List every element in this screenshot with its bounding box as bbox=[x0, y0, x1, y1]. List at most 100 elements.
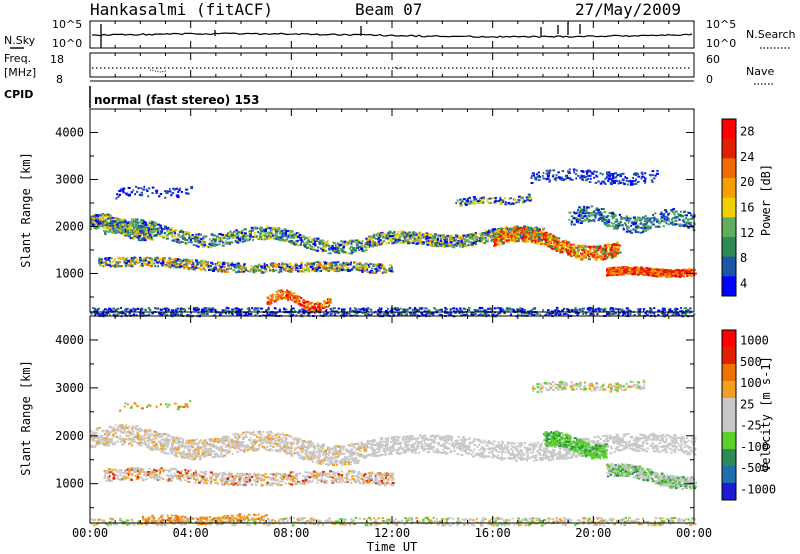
range-cell bbox=[429, 233, 432, 236]
range-cell bbox=[421, 314, 425, 317]
range-cell bbox=[582, 312, 585, 315]
range-cell bbox=[173, 266, 175, 269]
range-cell bbox=[286, 265, 289, 268]
range-cell bbox=[267, 266, 270, 269]
range-cell bbox=[576, 254, 579, 257]
range-cell bbox=[638, 310, 641, 313]
range-cell bbox=[467, 306, 471, 309]
range-cell bbox=[150, 228, 153, 231]
range-cell bbox=[111, 264, 114, 267]
range-cell bbox=[241, 268, 243, 271]
range-cell bbox=[575, 246, 579, 249]
range-cell bbox=[530, 239, 533, 242]
range-cell bbox=[394, 240, 397, 243]
range-cell bbox=[459, 309, 462, 312]
range-cell bbox=[334, 261, 338, 264]
range-cell bbox=[140, 218, 143, 221]
range-cell bbox=[378, 266, 382, 269]
range-cell bbox=[590, 312, 593, 315]
range-cell bbox=[113, 231, 117, 234]
range-cell bbox=[336, 248, 340, 251]
range-cell bbox=[396, 314, 399, 317]
range-cell bbox=[315, 261, 318, 264]
range-cell bbox=[155, 234, 158, 237]
range-cell bbox=[98, 223, 102, 226]
range-cell bbox=[324, 264, 327, 267]
range-cell bbox=[271, 293, 274, 296]
range-cell bbox=[172, 264, 176, 267]
range-cell bbox=[129, 308, 133, 311]
range-cell bbox=[348, 252, 351, 255]
range-cell bbox=[138, 236, 141, 239]
range-cell bbox=[183, 237, 186, 240]
range-cell bbox=[506, 235, 509, 238]
range-cell bbox=[599, 255, 602, 258]
range-cell bbox=[145, 259, 149, 262]
range-cell bbox=[139, 226, 144, 229]
range-cell bbox=[588, 245, 592, 248]
range-cell bbox=[270, 298, 273, 301]
range-cell bbox=[514, 237, 518, 240]
range-cell bbox=[133, 263, 137, 266]
date-title: 27/May/2009 bbox=[575, 0, 681, 19]
range-cell bbox=[355, 244, 359, 247]
range-cell bbox=[137, 229, 140, 232]
range-cell bbox=[141, 222, 145, 225]
range-cell bbox=[591, 254, 595, 257]
range-cell bbox=[569, 254, 572, 257]
range-cell bbox=[271, 299, 274, 302]
range-cell bbox=[511, 227, 514, 230]
range-cell bbox=[114, 228, 117, 231]
range-cell bbox=[478, 232, 481, 235]
range-cell bbox=[310, 245, 314, 248]
range-cell bbox=[328, 246, 331, 249]
range-cell bbox=[547, 236, 549, 239]
range-cell bbox=[292, 236, 296, 239]
range-cell bbox=[324, 261, 327, 264]
range-cell bbox=[138, 261, 142, 264]
range-cell bbox=[464, 314, 467, 317]
range-cell bbox=[143, 228, 145, 231]
range-cell bbox=[282, 297, 286, 300]
range-cell bbox=[300, 313, 302, 316]
range-cell bbox=[126, 232, 129, 235]
range-cell bbox=[231, 232, 235, 235]
range-cell bbox=[500, 240, 503, 243]
range-cell bbox=[117, 312, 120, 315]
range-cell bbox=[259, 232, 262, 235]
range-cell bbox=[520, 228, 523, 231]
range-cell bbox=[242, 270, 245, 273]
range-cell bbox=[606, 257, 609, 260]
range-cell bbox=[164, 228, 167, 231]
range-cell bbox=[318, 240, 321, 243]
range-cell bbox=[162, 228, 165, 231]
range-cell bbox=[237, 231, 241, 234]
range-cell bbox=[95, 312, 99, 315]
range-cell bbox=[337, 250, 340, 253]
range-cell bbox=[299, 243, 302, 246]
range-cell bbox=[185, 264, 188, 267]
range-cell bbox=[104, 219, 107, 222]
range-cell bbox=[634, 269, 638, 272]
range-cell bbox=[245, 312, 248, 315]
range-cell bbox=[388, 267, 391, 270]
range-cell bbox=[340, 268, 344, 271]
range-cell bbox=[610, 310, 613, 313]
range-cell bbox=[565, 248, 567, 251]
range-cell bbox=[280, 296, 282, 299]
range-cell bbox=[117, 221, 121, 224]
range-cell bbox=[133, 310, 136, 313]
range-cell bbox=[367, 239, 371, 242]
range-cell bbox=[250, 265, 253, 268]
range-cell bbox=[142, 262, 147, 265]
range-cell bbox=[96, 221, 99, 224]
range-cell bbox=[636, 273, 640, 276]
range-cell bbox=[520, 314, 523, 317]
range-cell bbox=[320, 303, 323, 306]
range-cell bbox=[155, 233, 159, 236]
range-cell bbox=[131, 222, 135, 225]
range-cell bbox=[178, 258, 182, 261]
range-cell bbox=[142, 260, 146, 263]
range-cell bbox=[494, 238, 498, 241]
range-cell bbox=[326, 305, 330, 308]
